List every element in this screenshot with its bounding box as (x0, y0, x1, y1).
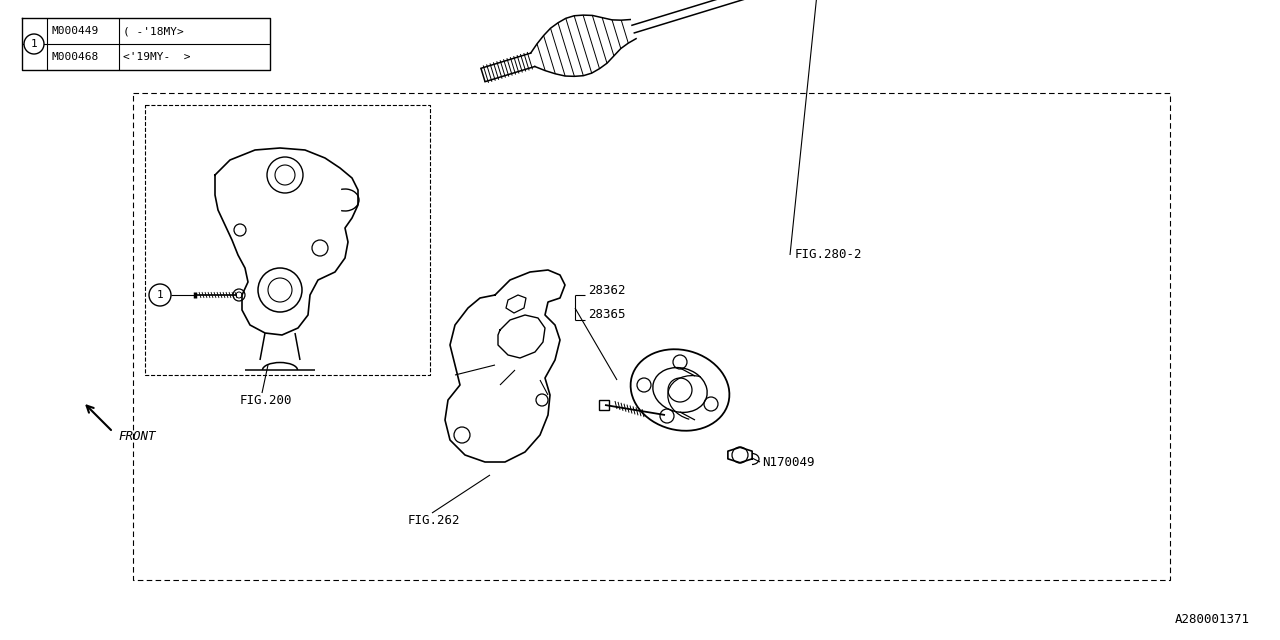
Text: <'19MY-  >: <'19MY- > (123, 52, 191, 62)
Text: M000449: M000449 (51, 26, 99, 36)
Text: A280001371: A280001371 (1175, 613, 1251, 626)
Text: FIG.200: FIG.200 (241, 394, 293, 406)
Circle shape (24, 34, 44, 54)
Circle shape (148, 284, 172, 306)
Text: 1: 1 (156, 290, 164, 300)
Text: FRONT: FRONT (118, 429, 155, 442)
Text: ( -'18MY>: ( -'18MY> (123, 26, 184, 36)
Text: FIG.280-2: FIG.280-2 (795, 248, 863, 262)
Text: 1: 1 (31, 39, 37, 49)
Text: M000468: M000468 (51, 52, 99, 62)
Text: N170049: N170049 (762, 456, 814, 468)
Text: 28365: 28365 (588, 308, 626, 321)
Text: FIG.262: FIG.262 (408, 513, 461, 527)
Text: 28362: 28362 (588, 284, 626, 296)
